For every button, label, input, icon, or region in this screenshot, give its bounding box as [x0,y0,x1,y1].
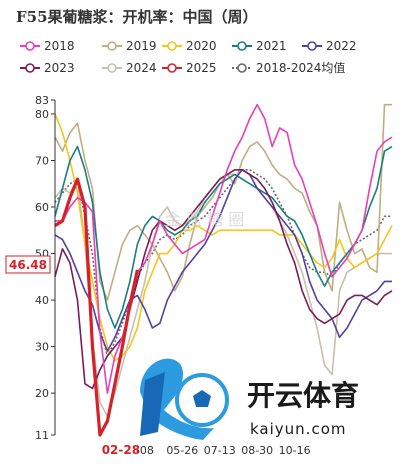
chart-title: F55果葡糖浆：开机率：中国（周） [16,8,258,26]
x-tick-label: 10-16 [279,444,311,457]
legend-item[interactable]: 2020 [162,39,217,53]
y-tick-label: 80 [35,108,49,121]
logo-watermark: 开云体育 kaiyun.com [140,358,359,440]
y-tick-label: 83 [35,94,49,107]
legend-label: 2022 [326,39,357,53]
legend-label: 2018-2024均值 [256,60,345,75]
last-value-tag: 46.48 [5,255,51,274]
series-line-2020 [54,113,393,362]
series-line-2022 [54,168,392,353]
y-tick-label: 60 [35,201,49,214]
legend-swatch-marker [25,63,35,73]
watermark-url: kaiyun.com [250,420,346,438]
y-tick-label: 11 [35,429,49,442]
x-tick-label: 08-30 [241,444,273,457]
legend-label: 2023 [44,61,75,75]
legend-swatch-marker [107,41,117,51]
legend-label: 2020 [186,39,217,53]
legend-item[interactable]: 2018 [20,39,75,53]
legend-swatch-marker [237,41,247,51]
legend: 2018 2019 2020 2021 2022 2023 2024 2025 2018-202… [20,39,357,75]
series-line-2018-2024均值 [54,168,392,357]
legend-item[interactable]: 2023 [20,61,75,75]
x-tick-label: 02-28 [102,443,140,457]
series-line-2023 [54,168,393,390]
series-line-2021 [54,145,393,329]
soccer-ball-patch [193,390,211,407]
legend-swatch-marker [237,63,247,73]
logo-k-stem [140,372,165,436]
legend-label: 2025 [186,61,217,75]
watermark-mid: 金 蓝 糖 圈 [165,210,244,229]
plot-lines [54,103,393,437]
legend-label: 2021 [256,39,287,53]
legend-label: 2024 [126,61,157,75]
x-ticks: 02-28-08 05-26 07-13 08-30 10-16 [102,443,311,457]
watermark-brand: 开云体育 [247,379,359,412]
legend-swatch-marker [167,41,177,51]
series-line-2019 [54,103,392,301]
legend-item[interactable]: 2018-2024均值 [232,60,345,75]
legend-item[interactable]: 2021 [232,39,287,53]
legend-label: 2018 [44,39,75,53]
legend-item[interactable]: 2024 [102,61,157,75]
y-tick-label: 30 [35,341,49,354]
legend-item[interactable]: 2019 [102,39,157,53]
legend-label: 2019 [126,39,157,53]
legend-item[interactable]: 2022 [302,39,357,53]
legend-swatch-marker [307,41,317,51]
x-tick-label: -08 [136,444,154,457]
x-tick-label: 05-26 [166,444,198,457]
legend-swatch-marker [107,63,117,73]
legend-item[interactable]: 2025 [162,61,217,75]
last-value-box [5,255,51,274]
last-value-label: 46.48 [9,258,47,272]
series-line-2025 [54,177,139,437]
x-tick-label: 07-13 [204,444,236,457]
series-line-2018 [55,103,393,394]
legend-swatch-marker [167,63,177,73]
y-tick-label: 70 [35,154,49,167]
y-tick-label: 20 [35,387,49,400]
legend-swatch-marker [25,41,35,51]
y-tick-label: 40 [35,294,49,307]
